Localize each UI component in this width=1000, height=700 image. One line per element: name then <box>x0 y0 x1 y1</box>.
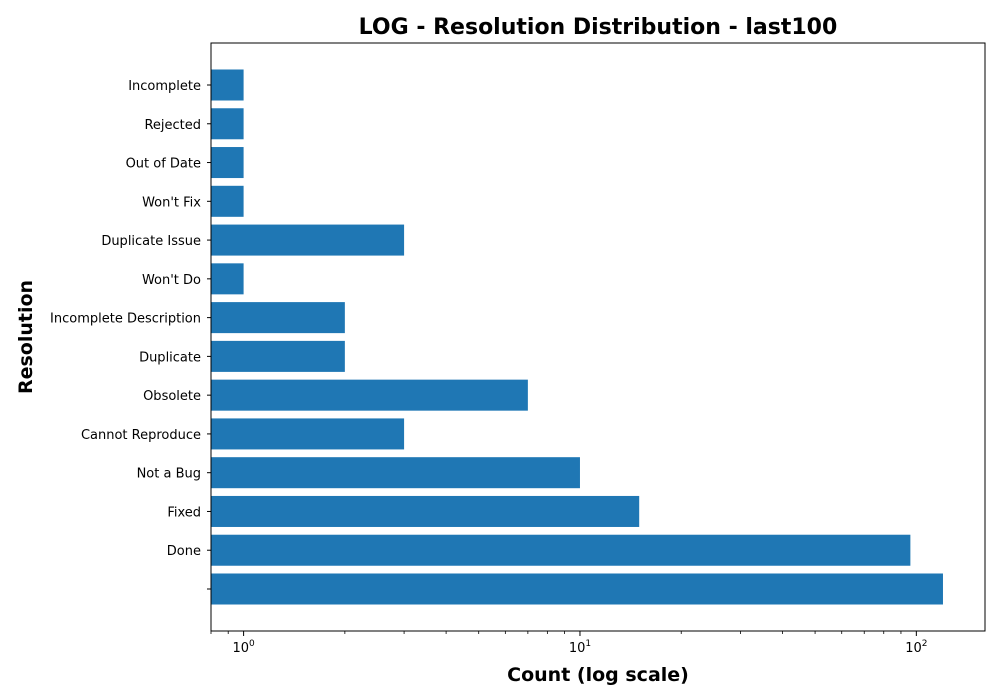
bar-unlabeled <box>211 573 943 605</box>
bar-done <box>211 534 911 566</box>
y-tick-label: Fixed <box>167 505 201 520</box>
x-axis-label: Count (log scale) <box>507 664 689 686</box>
y-tick-label: Duplicate Issue <box>101 234 201 249</box>
bar-won-t-fix <box>211 185 244 217</box>
y-axis-label: Resolution <box>15 280 37 394</box>
x-tick-label: 101 <box>569 639 591 656</box>
bar-cannot-reproduce <box>211 418 405 450</box>
x-tick-label: 102 <box>905 639 927 656</box>
y-tick-label: Won't Do <box>142 273 201 288</box>
y-tick-label: Done <box>167 544 201 559</box>
plot-frame <box>210 42 986 632</box>
y-tick-label: Obsolete <box>143 389 201 404</box>
bar-obsolete <box>211 379 528 411</box>
y-tick-label: Not a Bug <box>137 467 201 482</box>
bar-out-of-date <box>211 147 244 179</box>
y-tick-label: Out of Date <box>126 157 201 172</box>
bar-rejected <box>211 108 244 140</box>
y-tick-label: Cannot Reproduce <box>81 428 201 443</box>
bar-fixed <box>211 495 640 527</box>
y-tick-label: Incomplete <box>128 79 201 94</box>
bar-duplicate-issue <box>211 224 405 256</box>
y-tick-label: Incomplete Description <box>50 312 201 327</box>
bar-not-a-bug <box>211 457 580 489</box>
bar-incomplete <box>211 69 244 101</box>
x-tick-label: 100 <box>232 639 255 656</box>
x-axis-ticks: 100 101 102 <box>210 631 927 656</box>
y-axis-ticks: Done Fixed Not a Bug Cannot Reproduce Obsole… <box>50 79 211 590</box>
y-tick-label: Duplicate <box>139 350 201 365</box>
bar-won-t-do <box>211 263 244 295</box>
y-tick-label: Won't Fix <box>142 195 201 210</box>
bars-group <box>211 69 943 605</box>
y-tick-label: Rejected <box>144 118 201 133</box>
bar-duplicate <box>211 340 345 372</box>
bar-incomplete-description <box>211 302 345 334</box>
chart-title: LOG - Resolution Distribution - last100 <box>359 15 838 40</box>
